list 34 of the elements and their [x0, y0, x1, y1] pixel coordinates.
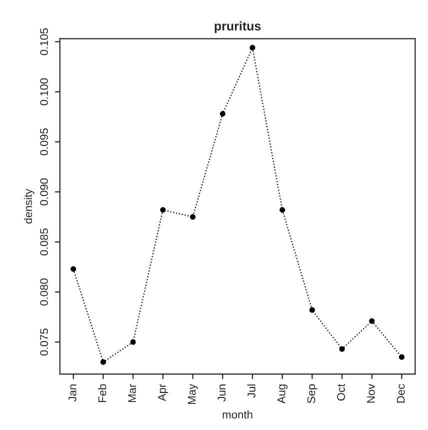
point — [339, 346, 345, 352]
point — [280, 207, 286, 213]
point — [369, 318, 375, 324]
x-tick-label: Jun — [218, 384, 226, 402]
x-tick-label: Jul — [247, 384, 256, 398]
point — [100, 359, 106, 365]
x-tick-label: Oct — [337, 384, 346, 401]
point — [309, 307, 315, 313]
x-axis-title: month — [222, 410, 252, 419]
y-tick-label: 0.085 — [40, 228, 48, 256]
y-tick-label: 0.075 — [40, 328, 48, 356]
point — [250, 44, 256, 50]
x-tick-label: Nov — [367, 384, 375, 403]
y-tick-label: 0.095 — [40, 128, 48, 156]
x-tick-label: Apr — [158, 384, 168, 402]
y-tick-label: 0.105 — [40, 28, 48, 56]
y-tick-label: 0.100 — [40, 78, 48, 106]
x-tick-label: Jan — [68, 384, 76, 402]
point — [160, 207, 166, 213]
y-axis-title: density — [24, 188, 34, 224]
x-tick-label: May — [188, 384, 198, 404]
y-tick-label: 0.080 — [40, 278, 48, 306]
point — [398, 354, 405, 360]
point — [220, 111, 226, 117]
y-tick-label: 0.090 — [40, 178, 48, 206]
point — [70, 266, 76, 272]
x-tick-label: Feb — [98, 384, 106, 402]
x-tick-label: Sep — [307, 384, 318, 404]
chart-title: pruritus — [214, 21, 261, 33]
point — [190, 214, 196, 220]
point — [130, 339, 136, 345]
x-tick-label: Mar — [128, 384, 136, 402]
x-tick-label: Dec — [396, 384, 405, 403]
x-tick-label: Aug — [278, 384, 288, 404]
